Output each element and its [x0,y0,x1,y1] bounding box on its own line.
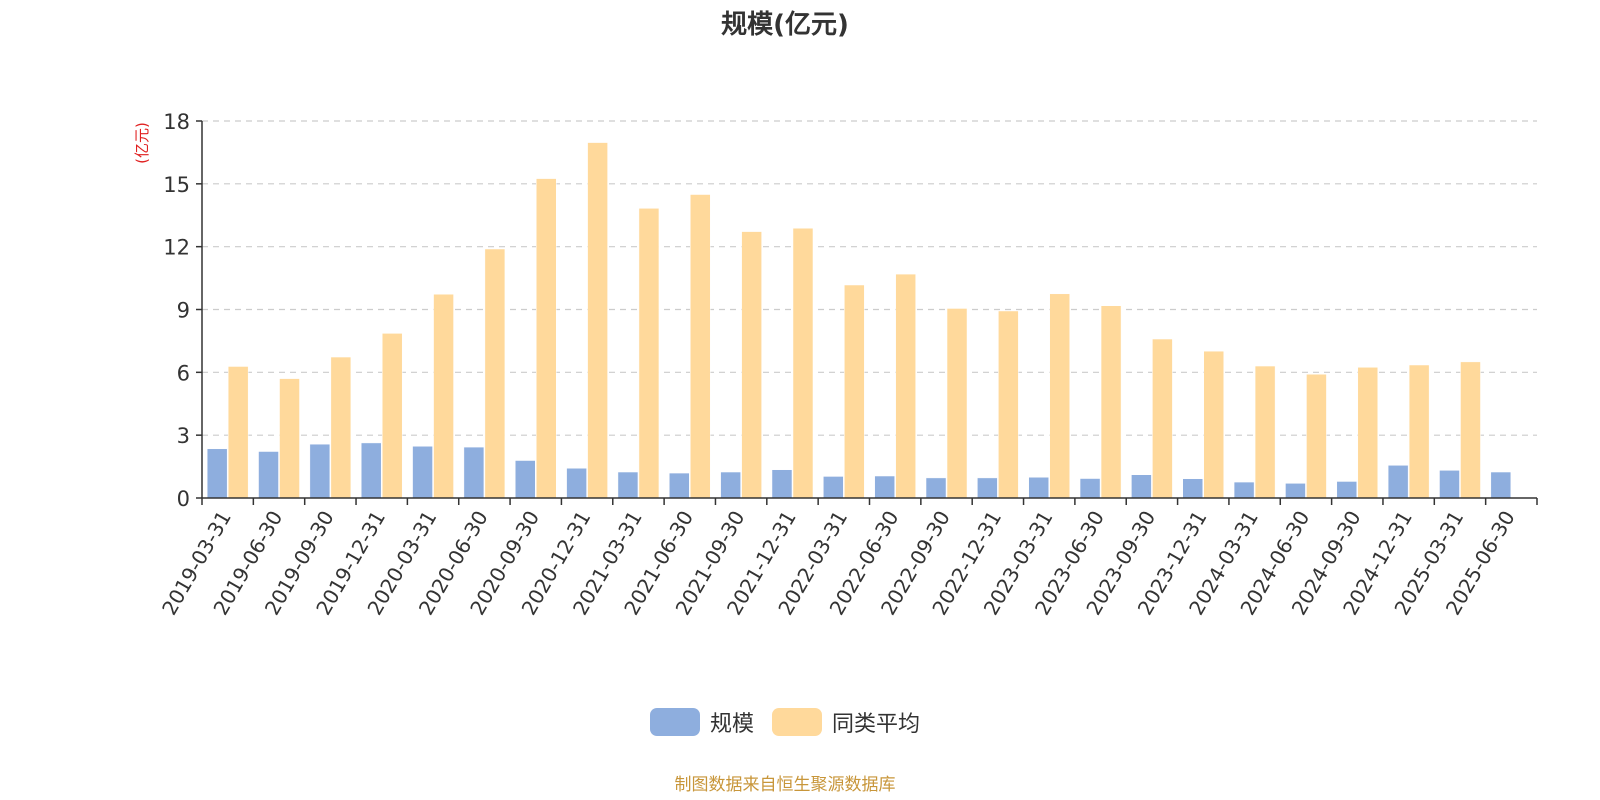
bar-scale[interactable] [925,477,947,499]
legend-label-peer-average: 同类平均 [832,712,921,737]
chart-title: 规模(亿元) [721,10,849,40]
bars [206,142,1512,499]
bar-scale[interactable] [1439,470,1460,499]
bar-peer-average[interactable] [330,356,352,499]
bar-peer-average[interactable] [1100,305,1122,499]
bar-scale[interactable] [977,477,998,499]
bar-peer-average[interactable] [433,293,454,499]
bar-peer-average[interactable] [1152,338,1173,499]
y-tick-label: 0 [177,487,190,511]
bar-scale[interactable] [720,471,741,499]
bar-peer-average[interactable] [484,248,506,499]
bar-peer-average[interactable] [1203,350,1224,499]
bar-scale[interactable] [1387,465,1409,499]
bar-scale[interactable] [823,476,844,499]
y-tick-label: 6 [177,361,190,385]
bar-scale[interactable] [412,446,433,499]
bar-scale[interactable] [463,446,485,499]
bar-scale[interactable] [617,471,639,499]
bar-peer-average[interactable] [792,227,814,499]
bar-peer-average[interactable] [1049,293,1070,499]
bar-scale[interactable] [566,468,587,499]
bar-peer-average[interactable] [638,208,660,499]
legend-swatch-scale [649,708,700,736]
bar-scale[interactable] [1336,481,1358,499]
bar-peer-average[interactable] [1408,364,1430,499]
bar-peer-average[interactable] [895,273,916,499]
bar-scale[interactable] [360,442,382,499]
grid-lines [202,120,1537,436]
bar-scale[interactable] [1285,483,1306,499]
legend-label-scale: 规模 [709,712,754,737]
bar-scale[interactable] [669,472,690,499]
bar-scale[interactable] [515,460,536,499]
bar-peer-average[interactable] [998,310,1019,499]
bar-scale[interactable] [1079,478,1101,499]
bar-peer-average[interactable] [227,366,249,499]
bar-peer-average[interactable] [381,333,403,499]
legend: 规模 同类平均 [0,706,1570,738]
bar-scale[interactable] [1131,474,1152,499]
bar-peer-average[interactable] [844,284,865,499]
legend-swatch-peer-average [772,708,822,736]
bar-scale[interactable] [771,469,793,499]
bar-peer-average[interactable] [1254,365,1276,499]
legend-item-peer-average[interactable]: 同类平均 [772,706,920,738]
legend-item-scale[interactable]: 规模 [649,706,754,738]
bar-scale[interactable] [309,443,331,499]
bar-scale[interactable] [1028,477,1049,499]
bar-peer-average[interactable] [741,231,762,499]
bar-scale[interactable] [1233,481,1255,499]
bar-scale[interactable] [1490,471,1512,499]
bar-scale[interactable] [206,448,228,499]
bar-peer-average[interactable] [690,194,711,499]
bar-peer-average[interactable] [587,142,608,499]
y-tick-label: 15 [163,173,190,197]
bar-peer-average[interactable] [279,378,300,499]
bar-peer-average[interactable] [1357,367,1379,499]
y-tick-label: 18 [163,110,190,134]
y-tick-label: 12 [163,236,190,260]
bar-scale[interactable] [258,451,279,499]
bar-scale[interactable] [874,475,895,499]
bar-peer-average[interactable] [1306,373,1327,499]
y-axis-label: (亿元) [133,122,151,164]
bar-peer-average[interactable] [1460,361,1481,499]
bar-peer-average[interactable] [536,178,557,499]
bar-scale[interactable] [1182,478,1203,499]
source-note: 制图数据来自恒生聚源数据库 [674,775,896,795]
bar-peer-average[interactable] [946,308,968,499]
y-tick-label: 3 [177,424,190,448]
y-tick-label: 9 [177,299,190,323]
